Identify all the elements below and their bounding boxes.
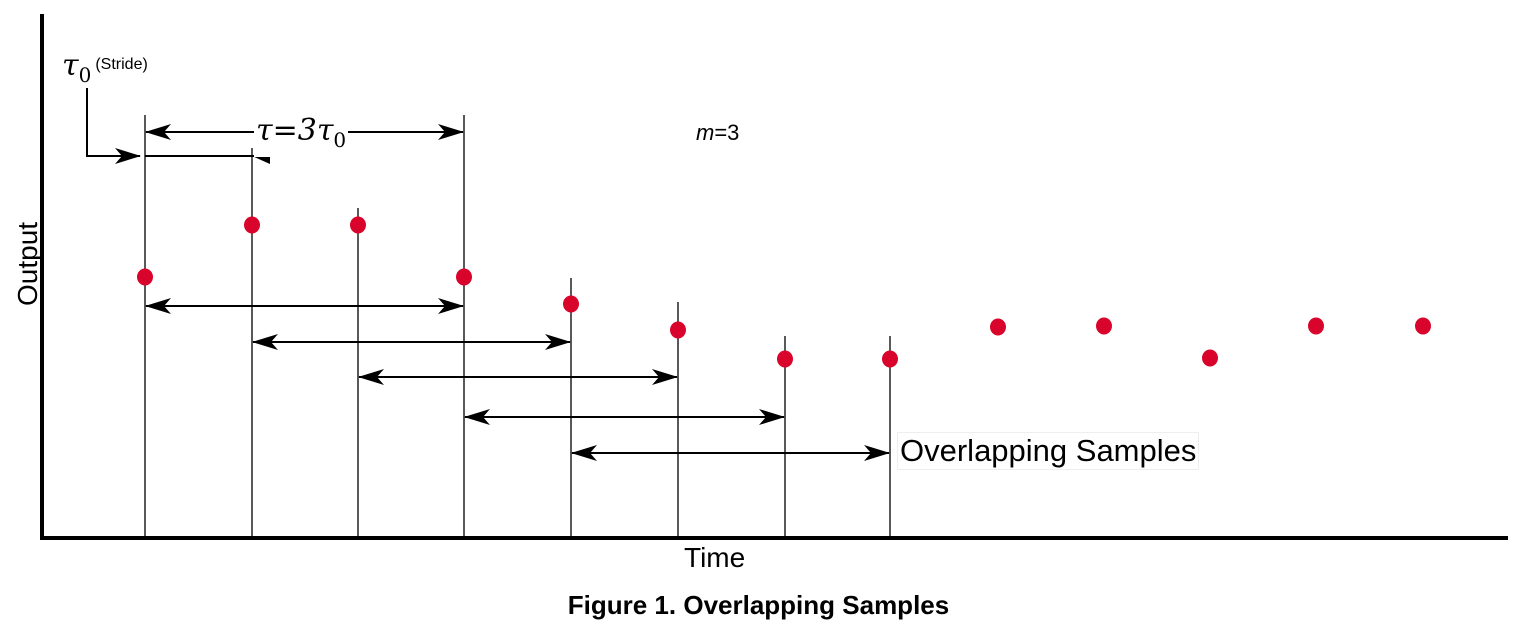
sample-points: [137, 216, 1431, 368]
sample-point: [456, 268, 472, 286]
overlapping-samples-label: Overlapping Samples: [897, 432, 1200, 470]
y-axis-label: Output: [12, 221, 43, 306]
axes: [40, 14, 1508, 540]
stride-arrow: [86, 88, 141, 164]
figure-caption: Figure 1. Overlapping Samples: [567, 590, 950, 620]
tau-equation-label: τ=3τ0: [254, 113, 349, 157]
tau-equation-subscript: 0: [333, 128, 347, 152]
sample-stems: [144, 115, 891, 536]
sample-point: [137, 268, 153, 286]
m-variable: m: [696, 120, 715, 145]
x-axis-label: Time: [684, 542, 746, 573]
sample-point: [350, 216, 366, 234]
sample-point: [882, 350, 898, 368]
sample-point: [777, 350, 793, 368]
sample-point: [1202, 349, 1218, 367]
stride-note: (Stride): [95, 56, 148, 73]
tau-equation: τ=3τ: [256, 113, 334, 148]
sample-point: [1308, 317, 1324, 335]
tau0-subscript: 0: [78, 63, 92, 87]
sample-point: [990, 318, 1006, 336]
sample-point: [1096, 317, 1112, 335]
overlap-arrows: [145, 298, 890, 461]
sample-point: [563, 295, 579, 313]
sample-point: [670, 321, 686, 339]
sample-point: [244, 216, 260, 234]
m-value: =3: [714, 120, 740, 145]
stride-label: τ0 (Stride): [62, 48, 148, 87]
m-parameter-label: m=3: [696, 120, 739, 146]
sample-point: [1415, 317, 1431, 335]
tau0-symbol: τ: [62, 48, 79, 83]
